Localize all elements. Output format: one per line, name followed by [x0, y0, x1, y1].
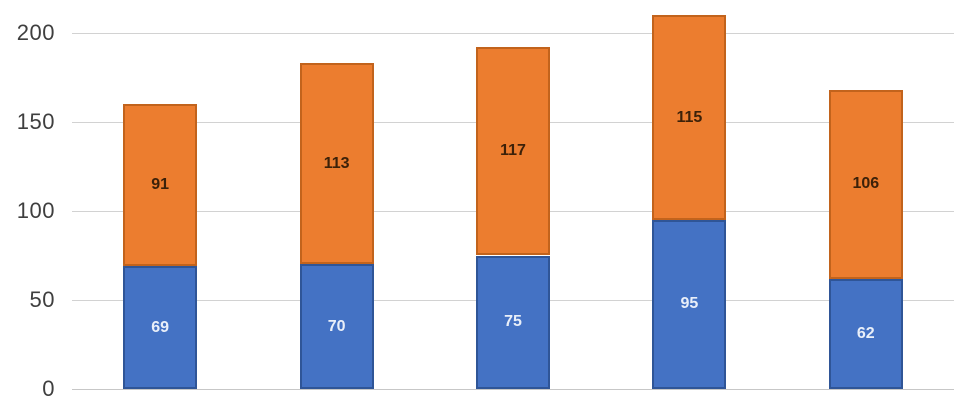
x-axis-line [72, 389, 954, 390]
y-tick-label-0: 0 [42, 376, 55, 400]
y-tick-label-100: 100 [16, 198, 55, 223]
y-tick-label-50: 50 [29, 287, 55, 312]
data-label-top-orange-3: 117 [500, 142, 526, 160]
data-label-bottom-blue-5: 62 [856, 324, 875, 342]
data-label-bottom-blue-1: 69 [151, 318, 170, 336]
bar-5-segment-bottom-blue: 62 [828, 278, 903, 389]
bar-1-segment-top-orange: 91 [123, 104, 198, 267]
bar-2-segment-bottom-blue: 70 [299, 264, 374, 389]
gridline-200 [72, 33, 954, 34]
bar-4-segment-bottom-blue: 95 [652, 219, 727, 389]
bar-5-segment-top-orange: 106 [828, 89, 903, 279]
bar-3-segment-top-orange: 117 [476, 47, 550, 256]
data-label-top-orange-4: 115 [676, 108, 703, 126]
bar-4-segment-top-orange: 115 [652, 15, 727, 220]
data-label-top-orange-2: 113 [323, 154, 350, 172]
data-label-bottom-blue-4: 95 [680, 295, 699, 313]
data-label-top-orange-1: 91 [151, 176, 170, 194]
bar-2-segment-top-orange: 113 [299, 63, 374, 265]
data-label-bottom-blue-2: 70 [327, 317, 346, 335]
data-label-bottom-blue-3: 75 [504, 313, 522, 331]
bar-3-segment-bottom-blue: 75 [476, 255, 550, 389]
y-tick-label-200: 200 [16, 20, 55, 45]
y-tick-label-150: 150 [16, 109, 55, 134]
data-label-top-orange-5: 106 [852, 175, 880, 193]
bar-1-segment-bottom-blue: 69 [123, 266, 198, 389]
